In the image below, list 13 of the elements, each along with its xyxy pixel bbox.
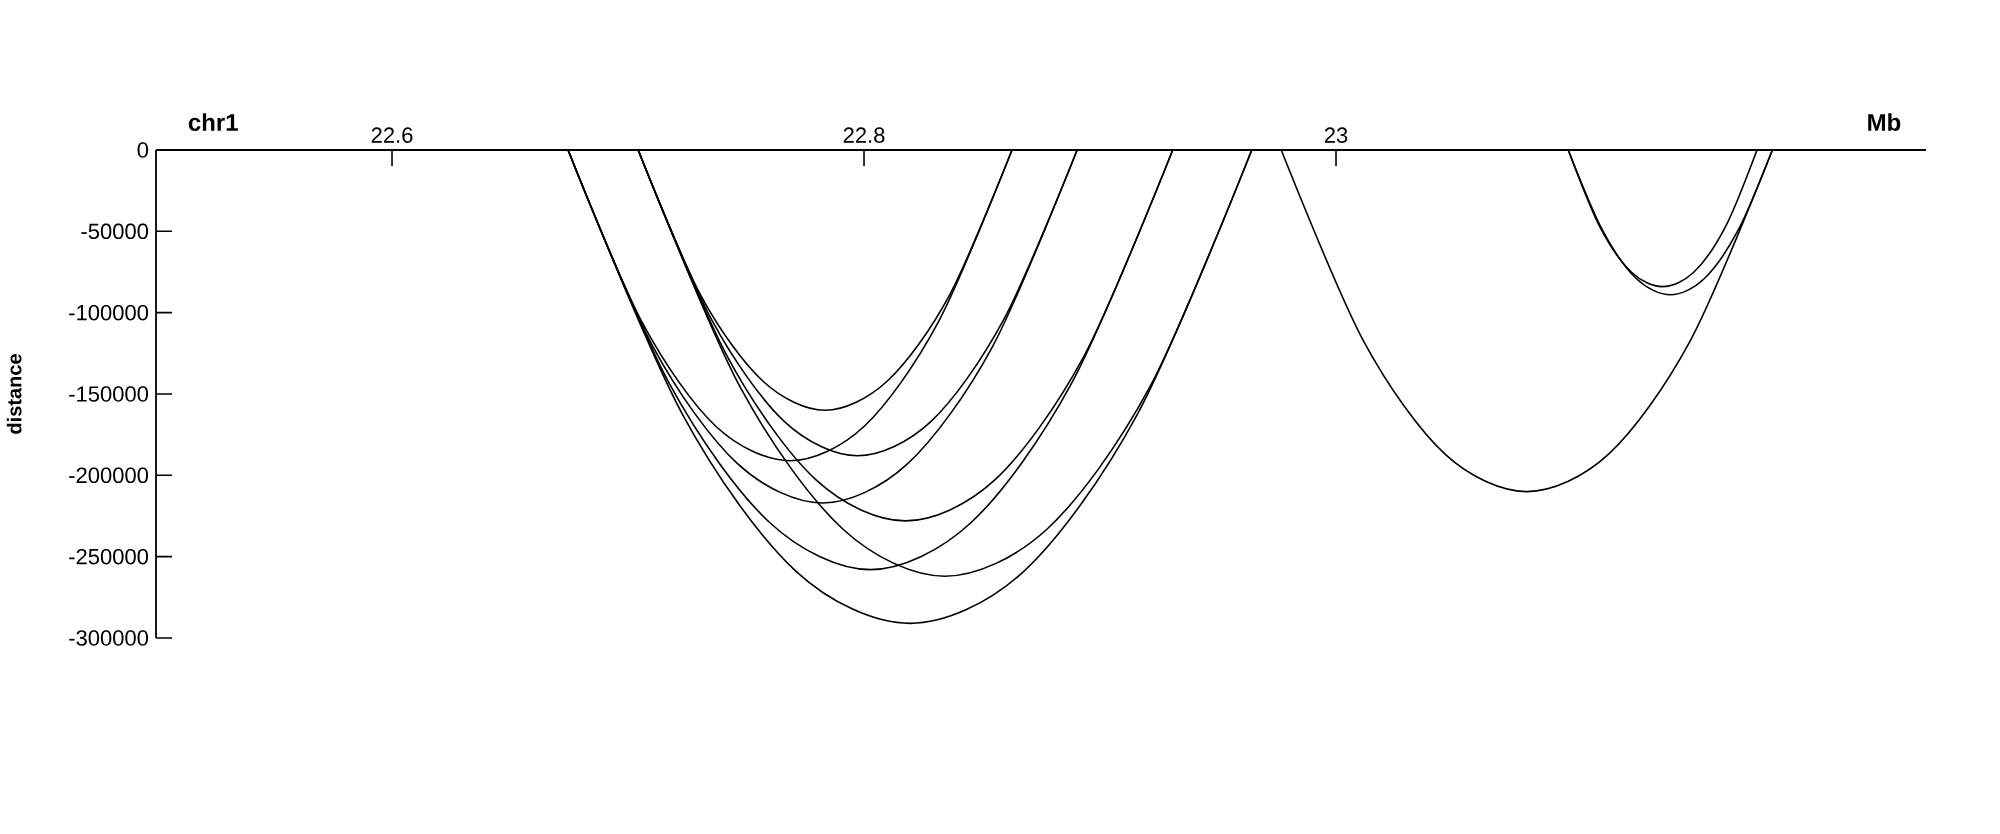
x-tick-label: 22.6 — [371, 127, 413, 143]
x-tick-label: 23 — [1324, 127, 1348, 143]
y-axis-title: distance — [6, 354, 22, 434]
y-tick-label: -100000 — [69, 304, 149, 321]
x-tick-label: 22.8 — [843, 127, 885, 143]
y-tick-label: -250000 — [69, 548, 149, 565]
x-axis-title: Mb — [1868, 113, 1901, 131]
y-tick-label: -150000 — [69, 386, 149, 402]
y-tick-label: -200000 — [69, 467, 149, 484]
y-tick-label: 0 — [137, 142, 149, 158]
text: chr1 — [188, 113, 238, 131]
y-tick-label: -300000 — [69, 630, 149, 646]
y-tick-label: -50000 — [81, 223, 149, 240]
